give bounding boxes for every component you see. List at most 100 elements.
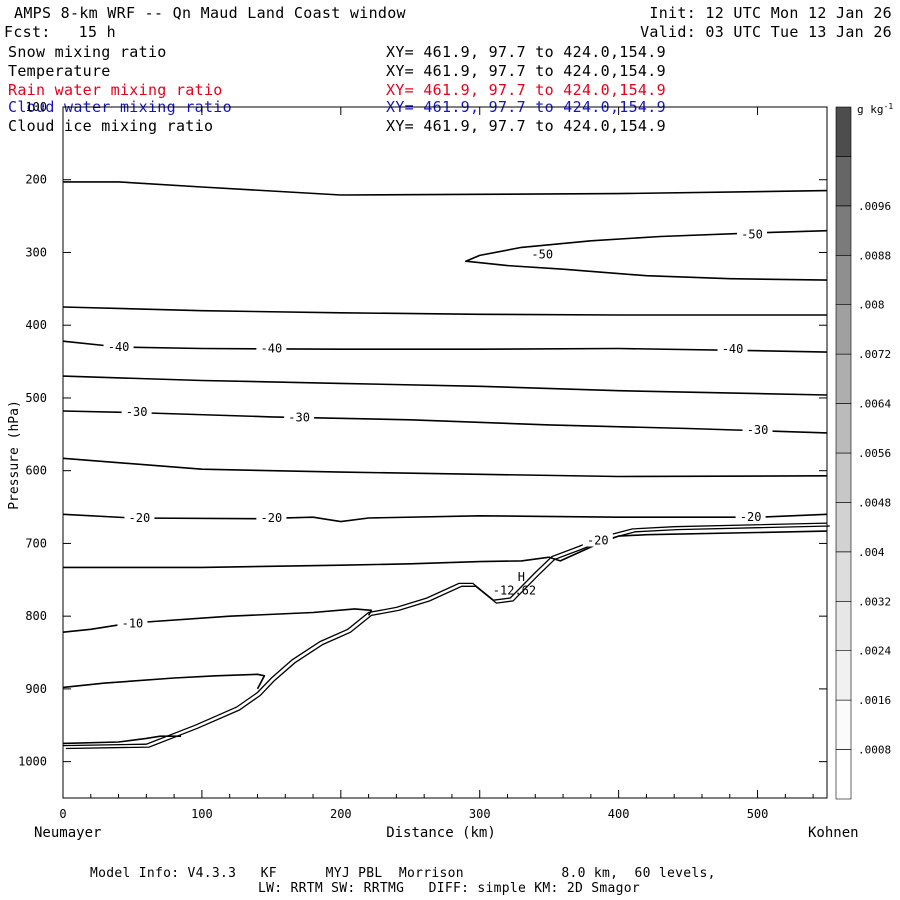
isotherm: -50 -50 bbox=[464, 227, 828, 281]
y-tick-label: 700 bbox=[25, 536, 47, 550]
terrain-line bbox=[62, 522, 828, 747]
isotherm-line bbox=[63, 181, 828, 196]
y-tick-label: 600 bbox=[25, 464, 47, 478]
x-endpoint-right: Kohnen bbox=[808, 825, 859, 841]
x-tick-label: 200 bbox=[330, 807, 352, 821]
isotherm-line bbox=[464, 229, 828, 281]
isotherm: -20 bbox=[63, 530, 828, 569]
isotherm bbox=[63, 181, 828, 196]
terrain-line-inner bbox=[65, 525, 830, 750]
isotherm: -30 -30 -30 bbox=[62, 404, 828, 437]
isotherm-label-bg bbox=[736, 227, 767, 241]
colorbar-box bbox=[835, 699, 852, 750]
field-xy-snow: XY= 461.9, 97.7 to 424.0,154.9 bbox=[386, 43, 666, 61]
isotherm bbox=[62, 457, 828, 478]
isotherm-label: -40 bbox=[261, 341, 283, 355]
isotherm-label-bg bbox=[256, 341, 287, 355]
isotherm-label: -30 bbox=[126, 405, 148, 419]
isotherm: -40 -40 -40 bbox=[62, 340, 828, 356]
isotherm-label: -20 bbox=[261, 511, 283, 525]
x-tick-label: 300 bbox=[469, 807, 491, 821]
model-info-line: Model Info: V4.3.3 KF MYJ PBL Morrison 8… bbox=[90, 866, 716, 881]
field-name-cloud-ice: Cloud ice mixing ratio bbox=[8, 117, 214, 135]
y-tick-label: 200 bbox=[25, 173, 47, 187]
colorbar-label: .0024 bbox=[858, 645, 891, 658]
colorbar-label: .004 bbox=[858, 546, 885, 559]
colorbar-label: .0088 bbox=[858, 249, 891, 262]
colorbar-box bbox=[835, 255, 852, 306]
isotherm-label-bg bbox=[256, 510, 287, 524]
colorbar-label: .0048 bbox=[858, 496, 891, 509]
isotherm-label: -30 bbox=[288, 411, 310, 425]
y-tick-label: 500 bbox=[25, 391, 47, 405]
colorbar-box bbox=[835, 749, 852, 800]
isotherm bbox=[62, 375, 828, 396]
colorbar-label: .0056 bbox=[858, 447, 891, 460]
colorbar-box bbox=[835, 205, 852, 256]
colorbar-box bbox=[835, 502, 852, 553]
isotherm-label: -50 bbox=[741, 227, 763, 241]
isotherm-line bbox=[62, 673, 266, 690]
colorbar-box bbox=[835, 600, 852, 651]
field-name-snow: Snow mixing ratio bbox=[8, 43, 167, 61]
isotherm bbox=[62, 673, 266, 690]
x-tick-label: 0 bbox=[59, 807, 66, 821]
isotherm-label: -30 bbox=[747, 423, 769, 437]
isotherm-label: -20 bbox=[587, 534, 609, 548]
isotherm bbox=[62, 735, 182, 745]
isotherm-line bbox=[62, 306, 827, 316]
isotherm-line bbox=[62, 410, 828, 434]
field-xy-rain: XY= 461.9, 97.7 to 424.0,154.9 bbox=[386, 81, 666, 99]
colorbar-box bbox=[835, 551, 852, 602]
isotherm-contours: -50 -50 -40 -40 -40 -30 -30 -30 -20 -20 -20 -20 -10 H… bbox=[62, 181, 828, 745]
colorbar-box bbox=[835, 353, 852, 404]
colorbar-label: .0008 bbox=[858, 744, 891, 757]
colorbar-label: .0016 bbox=[858, 694, 891, 707]
isotherm-label: -50 bbox=[531, 248, 553, 262]
isotherm-label-bg bbox=[527, 247, 558, 261]
y-tick-label: 800 bbox=[25, 609, 47, 623]
colorbar-box bbox=[835, 403, 852, 454]
colorbar-box bbox=[835, 156, 852, 207]
isotherm-line bbox=[62, 513, 828, 523]
y-tick-label: 400 bbox=[25, 318, 47, 332]
colorbar-labels: .0008 .0016 .0024 .0032 .004 .0048 .0056 .0064.… bbox=[858, 200, 891, 757]
colorbar bbox=[835, 106, 852, 800]
isotherm-label-bg bbox=[735, 510, 766, 524]
colorbar-unit: g kg-1 bbox=[857, 102, 893, 116]
isotherm-label-bg bbox=[121, 404, 152, 418]
isotherm-line bbox=[62, 457, 828, 478]
isotherm-label-bg bbox=[284, 410, 315, 424]
isotherm: -20 -20 -20 bbox=[62, 510, 828, 525]
field-xy-cloud-ice: XY= 461.9, 97.7 to 424.0,154.9 bbox=[386, 117, 666, 135]
annotation: H bbox=[518, 570, 525, 584]
colorbar-label: .0096 bbox=[858, 200, 891, 213]
isotherm-label-bg bbox=[103, 340, 134, 354]
y-tick-label: 100 bbox=[25, 100, 47, 114]
colorbar-box bbox=[835, 452, 852, 503]
isotherm-label: -10 bbox=[122, 616, 144, 630]
valid-time: Valid: 03 UTC Tue 13 Jan 26 bbox=[640, 23, 892, 41]
y-axis-label: Pressure (hPa) bbox=[7, 400, 22, 510]
colorbar-label: .0064 bbox=[858, 398, 891, 411]
isotherm-line bbox=[63, 530, 828, 569]
isotherm-label: -40 bbox=[722, 342, 744, 356]
isotherm: -10 bbox=[62, 608, 373, 633]
forecast-hour: Fcst: 15 h bbox=[4, 23, 116, 41]
y-tick-label: 300 bbox=[25, 245, 47, 259]
init-time: Init: 12 UTC Mon 12 Jan 26 bbox=[649, 4, 892, 22]
isotherm-line bbox=[62, 608, 373, 633]
isotherm-label-bg bbox=[117, 616, 148, 630]
isotherm-line bbox=[62, 375, 828, 396]
field-name-rain: Rain water mixing ratio bbox=[8, 81, 223, 99]
axis-ticks: 0 100 200 300 400 500 1000 900 800 700 600 500 400 30… bbox=[18, 100, 827, 821]
isotherm-label-bg bbox=[717, 342, 748, 356]
isotherm-label-bg bbox=[742, 422, 773, 436]
x-endpoint-left: Neumayer bbox=[34, 825, 101, 841]
y-tick-label: 900 bbox=[25, 682, 47, 696]
isotherm-line bbox=[62, 340, 828, 353]
isotherm-label: -20 bbox=[740, 510, 762, 524]
colorbar-box bbox=[835, 304, 852, 355]
x-axis-label: Distance (km) bbox=[386, 825, 496, 841]
